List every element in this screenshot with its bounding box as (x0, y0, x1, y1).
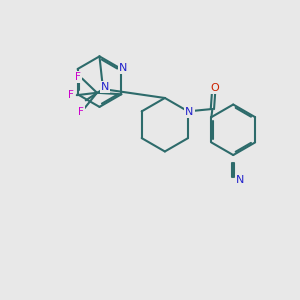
Text: F: F (78, 106, 84, 116)
Text: N: N (236, 175, 244, 185)
Text: N: N (119, 63, 127, 74)
Text: F: F (68, 90, 74, 100)
Text: N: N (100, 82, 109, 92)
Text: N: N (185, 107, 194, 117)
Text: F: F (75, 72, 81, 82)
Text: O: O (211, 83, 219, 93)
